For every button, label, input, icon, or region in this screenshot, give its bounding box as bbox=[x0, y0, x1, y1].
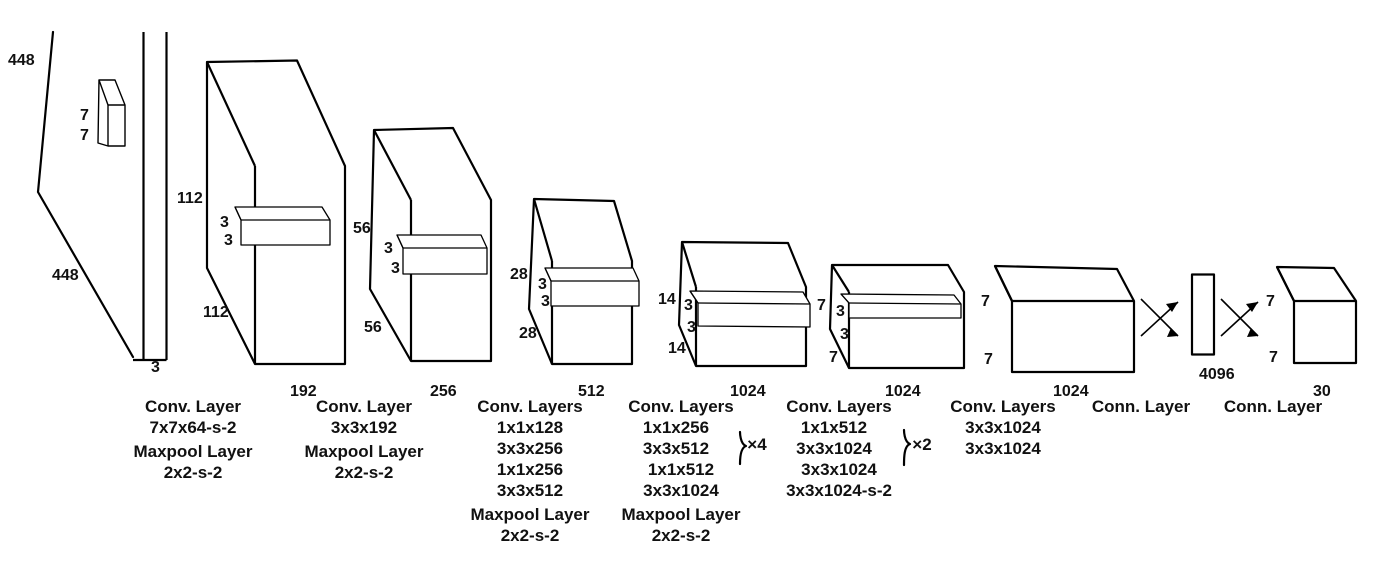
svg-text:3: 3 bbox=[538, 276, 547, 293]
svg-text:256: 256 bbox=[430, 383, 457, 400]
svg-text:Maxpool Layer: Maxpool Layer bbox=[304, 442, 423, 461]
svg-text:3x3x1024: 3x3x1024 bbox=[801, 460, 877, 479]
svg-text:3x3x1024: 3x3x1024 bbox=[965, 418, 1041, 437]
svg-text:Maxpool Layer: Maxpool Layer bbox=[470, 505, 589, 524]
svg-text:56: 56 bbox=[364, 319, 382, 336]
svg-text:3x3x512: 3x3x512 bbox=[497, 481, 563, 500]
svg-text:7: 7 bbox=[829, 349, 838, 366]
svg-text:3: 3 bbox=[840, 326, 849, 343]
svg-text:192: 192 bbox=[290, 383, 317, 400]
svg-text:1x1x256: 1x1x256 bbox=[643, 418, 709, 437]
svg-text:7: 7 bbox=[80, 107, 89, 124]
svg-text:28: 28 bbox=[519, 325, 537, 342]
svg-text:3x3x1024: 3x3x1024 bbox=[965, 439, 1041, 458]
svg-text:448: 448 bbox=[8, 52, 35, 69]
svg-text:3: 3 bbox=[220, 214, 229, 231]
svg-text:3: 3 bbox=[151, 359, 160, 376]
svg-text:Conn. Layer: Conn. Layer bbox=[1224, 397, 1323, 416]
svg-text:14: 14 bbox=[658, 291, 676, 308]
svg-text:1024: 1024 bbox=[1053, 383, 1089, 400]
svg-text:3x3x1024-s-2: 3x3x1024-s-2 bbox=[786, 481, 892, 500]
svg-text:1024: 1024 bbox=[730, 383, 766, 400]
svg-text:Conv. Layers: Conv. Layers bbox=[950, 397, 1056, 416]
svg-text:Conv. Layers: Conv. Layers bbox=[477, 397, 583, 416]
svg-text:×2: ×2 bbox=[912, 435, 931, 454]
svg-text:3: 3 bbox=[836, 303, 845, 320]
svg-text:Conn. Layer: Conn. Layer bbox=[1092, 397, 1191, 416]
svg-text:7: 7 bbox=[80, 127, 89, 144]
svg-text:28: 28 bbox=[510, 266, 528, 283]
svg-text:56: 56 bbox=[353, 220, 371, 237]
svg-text:Conv. Layers: Conv. Layers bbox=[628, 397, 734, 416]
svg-text:112: 112 bbox=[203, 304, 229, 321]
svg-text:3x3x1024: 3x3x1024 bbox=[643, 481, 719, 500]
svg-text:3x3x512: 3x3x512 bbox=[643, 439, 709, 458]
svg-text:3x3x192: 3x3x192 bbox=[331, 418, 397, 437]
svg-text:4096: 4096 bbox=[1199, 366, 1235, 383]
svg-text:7: 7 bbox=[984, 351, 993, 368]
svg-text:Maxpool Layer: Maxpool Layer bbox=[133, 442, 252, 461]
svg-text:3: 3 bbox=[687, 319, 696, 336]
svg-text:1x1x128: 1x1x128 bbox=[497, 418, 563, 437]
svg-text:×4: ×4 bbox=[747, 435, 767, 454]
svg-text:Conv. Layer: Conv. Layer bbox=[145, 397, 241, 416]
svg-text:448: 448 bbox=[52, 267, 79, 284]
svg-text:7x7x64-s-2: 7x7x64-s-2 bbox=[150, 418, 237, 437]
svg-text:1x1x512: 1x1x512 bbox=[648, 460, 714, 479]
svg-text:3x3x1024: 3x3x1024 bbox=[796, 439, 872, 458]
svg-text:3: 3 bbox=[391, 260, 400, 277]
svg-text:112: 112 bbox=[177, 190, 203, 207]
svg-text:7: 7 bbox=[981, 293, 990, 310]
svg-text:2x2-s-2: 2x2-s-2 bbox=[501, 526, 560, 545]
svg-text:3x3x256: 3x3x256 bbox=[497, 439, 563, 458]
svg-text:1x1x256: 1x1x256 bbox=[497, 460, 563, 479]
svg-text:3: 3 bbox=[384, 240, 393, 257]
svg-text:3: 3 bbox=[541, 293, 550, 310]
svg-text:3: 3 bbox=[224, 232, 233, 249]
svg-text:7: 7 bbox=[1266, 293, 1275, 310]
svg-text:14: 14 bbox=[668, 340, 686, 357]
svg-text:Conv. Layers: Conv. Layers bbox=[786, 397, 892, 416]
svg-text:3: 3 bbox=[684, 297, 693, 314]
svg-text:7: 7 bbox=[817, 297, 826, 314]
svg-text:Maxpool Layer: Maxpool Layer bbox=[621, 505, 740, 524]
svg-text:Conv. Layer: Conv. Layer bbox=[316, 397, 412, 416]
svg-text:2x2-s-2: 2x2-s-2 bbox=[335, 463, 394, 482]
svg-text:7: 7 bbox=[1269, 349, 1278, 366]
svg-text:1x1x512: 1x1x512 bbox=[801, 418, 867, 437]
svg-text:2x2-s-2: 2x2-s-2 bbox=[652, 526, 711, 545]
svg-text:2x2-s-2: 2x2-s-2 bbox=[164, 463, 223, 482]
